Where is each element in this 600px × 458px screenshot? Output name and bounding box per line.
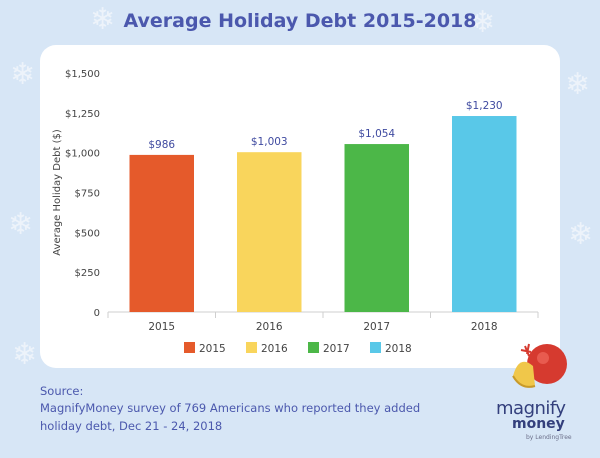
y-tick-label: $1,250	[65, 109, 100, 120]
legend-swatch	[246, 342, 257, 353]
legend-label: 2018	[385, 343, 412, 355]
data-label: $1,054	[358, 128, 395, 140]
legend-swatch	[370, 342, 381, 353]
snowflake-icon: ❄	[470, 5, 496, 40]
y-tick-label: $750	[75, 189, 100, 200]
y-tick-label: $500	[75, 228, 100, 239]
christmas-ornament-icon	[512, 343, 567, 388]
chart-title: Average Holiday Debt 2015-2018	[123, 10, 477, 32]
snowflake-icon: ❄	[8, 207, 34, 242]
source-text: MagnifyMoney survey of 769 Americans who…	[40, 401, 421, 433]
bar-2016	[237, 152, 302, 312]
snowflake-icon: ❄	[10, 57, 36, 92]
data-label: $1,230	[466, 100, 503, 112]
x-tick-label: 2017	[363, 321, 390, 333]
data-label: $986	[148, 139, 175, 151]
legend-label: 2016	[261, 343, 288, 355]
legend-label: 2017	[323, 343, 350, 355]
bar-2015	[129, 154, 194, 312]
y-tick-label: $1,000	[65, 149, 100, 160]
x-tick-label: 2015	[148, 321, 175, 333]
legend-label: 2015	[199, 343, 226, 355]
magnifymoney-logo: magnify money by LendingTree	[482, 398, 572, 448]
bar-2018	[452, 116, 517, 313]
bar-chart: Average Holiday Debt ($) 0 $250 $500 $750 $1,…	[52, 69, 539, 355]
legend-swatch	[308, 342, 319, 353]
logo-line-3: by LendingTree	[526, 434, 572, 441]
logo-line-1: magnify	[496, 398, 566, 419]
x-tick-label: 2018	[471, 321, 498, 333]
chart-card: Average Holiday Debt ($) 0 $250 $500 $750 $1,…	[40, 45, 560, 368]
y-tick-label: $250	[75, 268, 100, 279]
data-label: $1,003	[251, 136, 288, 148]
y-tick-label: $1,500	[65, 69, 100, 80]
y-tick-label: 0	[94, 308, 100, 319]
legend-swatch	[184, 342, 195, 353]
logo-line-2: money	[512, 416, 565, 432]
y-axis-label: Average Holiday Debt ($)	[52, 129, 63, 256]
source-heading: Source:	[40, 384, 84, 398]
snowflake-icon: ❄	[12, 337, 38, 372]
snowflake-icon: ❄	[90, 2, 116, 37]
snowflake-icon: ❄	[565, 67, 591, 102]
source-note: Source: MagnifyMoney survey of 769 Ameri…	[40, 383, 460, 435]
x-tick-label: 2016	[256, 321, 283, 333]
bar-2017	[344, 144, 409, 312]
snowflake-icon: ❄	[568, 217, 594, 252]
